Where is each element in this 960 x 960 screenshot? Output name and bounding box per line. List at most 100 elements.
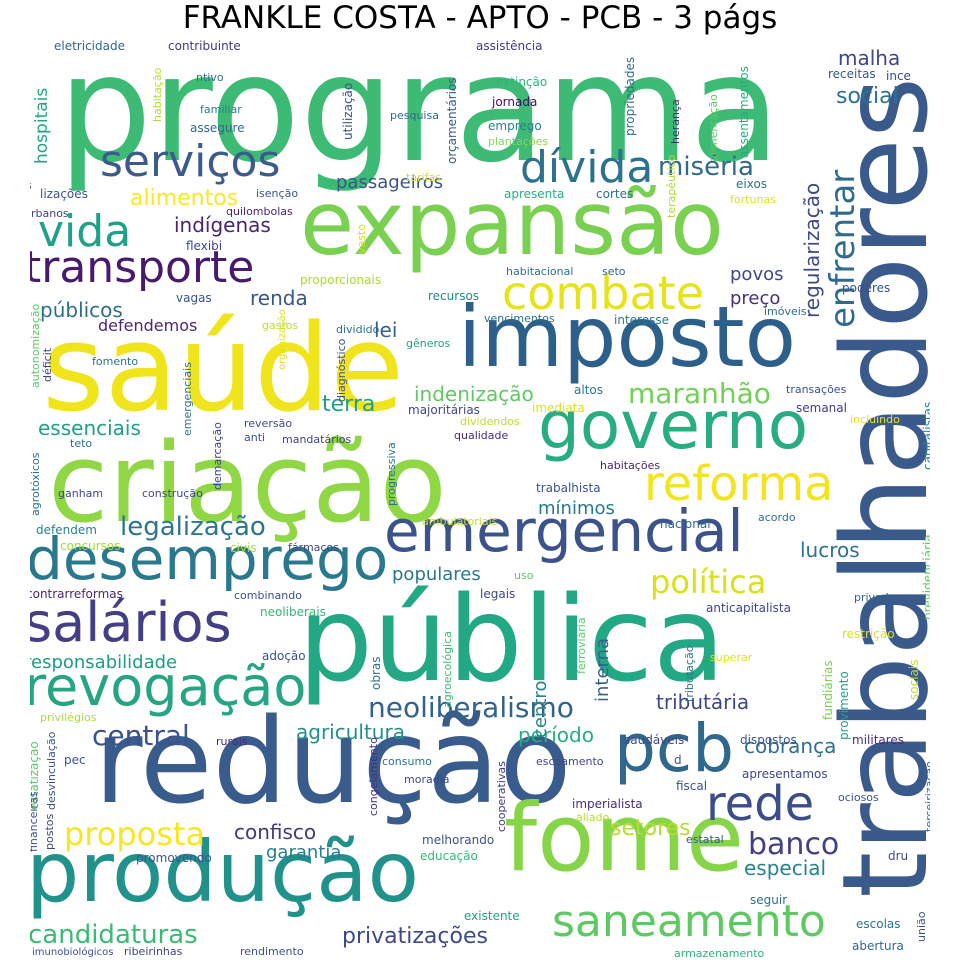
cloud-word: preço xyxy=(730,288,781,309)
cloud-word: promovendo xyxy=(136,851,212,865)
cloud-word: setores xyxy=(610,816,691,841)
cloud-word: candidaturas xyxy=(30,920,198,950)
cloud-word: pública xyxy=(298,570,726,708)
cloud-word: política xyxy=(650,563,767,601)
cloud-word: vencimentos xyxy=(484,312,555,325)
cloud-word: hospitais xyxy=(32,87,52,164)
cloud-word: imperialista xyxy=(572,797,643,811)
cloud-word: transporte xyxy=(30,242,255,293)
cloud-word: alimentos xyxy=(130,186,239,211)
cloud-word: terceirização xyxy=(923,761,930,832)
cloud-word: fiscal xyxy=(676,779,708,793)
cloud-word: adoção xyxy=(262,649,306,663)
cloud-word: interna xyxy=(592,637,613,702)
cloud-word: serviços xyxy=(100,136,281,187)
cloud-word: programa xyxy=(58,40,781,195)
cloud-word: vagas xyxy=(176,291,212,305)
cloud-word: miséria xyxy=(658,152,754,182)
cloud-word: teto xyxy=(70,437,93,450)
cloud-word: cortes xyxy=(596,187,634,201)
cloud-word: agroecológica xyxy=(441,631,454,708)
cloud-word: indenização xyxy=(414,382,534,406)
cloud-word: malha xyxy=(838,46,901,70)
cloud-word: tributação xyxy=(683,645,696,702)
cloud-word: pesquisa xyxy=(390,109,439,122)
cloud-word: herança xyxy=(669,99,682,144)
cloud-word: gastos xyxy=(262,319,299,332)
cloud-word: fortunas xyxy=(730,193,776,206)
cloud-word: lucros xyxy=(800,538,860,562)
cloud-word: garantia xyxy=(266,842,342,863)
cloud-word: imediata xyxy=(532,401,585,415)
cloud-word: dividendos xyxy=(460,415,520,428)
cloud-word: orçamentários xyxy=(445,77,459,164)
cloud-word: revogação xyxy=(30,655,307,718)
cloud-word: extinção xyxy=(496,75,548,89)
cloud-word: assegure xyxy=(190,121,245,135)
cloud-word: imposto xyxy=(458,288,796,386)
cloud-word: apresentamos xyxy=(742,767,828,781)
cloud-word: defendem xyxy=(36,523,97,537)
cloud-word: saudáveis xyxy=(624,733,685,747)
cloud-word: eixos xyxy=(736,177,768,191)
cloud-word: fome xyxy=(504,784,745,893)
cloud-word: essenciais xyxy=(38,416,141,440)
cloud-word: neoliberalismo xyxy=(368,691,574,724)
cloud-word: indígenas xyxy=(174,213,271,237)
cloud-word: d xyxy=(674,753,682,767)
cloud-word: acordo xyxy=(758,511,796,524)
cloud-word: maranhão xyxy=(628,377,771,410)
cloud-word: moradia xyxy=(404,773,450,786)
cloud-word: mínimos xyxy=(538,498,615,519)
cloud-word: isenção xyxy=(256,187,299,200)
cloud-word: demarcação xyxy=(211,422,224,490)
cloud-word: familiar xyxy=(200,103,242,116)
cloud-word: superar xyxy=(710,651,753,664)
cloud-word: urbanos xyxy=(30,207,69,220)
cloud-word: lizações xyxy=(40,187,88,201)
cloud-word: ambulatoriais xyxy=(422,515,498,528)
cloud-word: educação xyxy=(420,849,478,863)
cloud-word: privado xyxy=(854,591,896,604)
cloud-word: gêneros xyxy=(406,337,451,350)
cloud-word: banco xyxy=(748,827,840,862)
cloud-word: período xyxy=(518,723,594,747)
cloud-word: enfrentar xyxy=(823,169,863,328)
cloud-word: confisco xyxy=(234,820,317,844)
cloud-word: interesse xyxy=(614,313,669,327)
cloud-word: ferroviária xyxy=(575,617,588,674)
cloud-word: altos xyxy=(574,383,603,397)
cloud-word: regularização xyxy=(800,182,824,318)
cloud-word: dru xyxy=(888,849,909,863)
cloud-word: vasto xyxy=(355,223,368,254)
cloud-word: social xyxy=(836,84,899,109)
cloud-word: déficit xyxy=(41,347,54,382)
cloud-word: tributária xyxy=(656,690,750,714)
cloud-word: poderes xyxy=(842,281,891,295)
cloud-word: neoliberais xyxy=(260,605,326,619)
cloud-word: central xyxy=(92,719,190,752)
cloud-word: populares xyxy=(392,564,481,585)
cloud-word: quilombolas xyxy=(226,205,293,218)
cloud-word: reforma xyxy=(644,456,834,512)
cloud-word: fomento xyxy=(92,355,139,368)
cloud-word: produção xyxy=(30,823,420,921)
cloud-word: habitacional xyxy=(506,265,574,278)
cloud-word: melhorando xyxy=(422,833,495,847)
cloud-word: cobrança xyxy=(744,734,837,758)
cloud-word: provimento xyxy=(837,671,851,740)
cloud-word: organização xyxy=(277,309,288,370)
cloud-word: legais xyxy=(480,587,516,601)
cloud-word: anti xyxy=(244,431,266,444)
cloud-word: congelamento xyxy=(367,737,380,816)
cloud-word: terapêutico xyxy=(665,154,678,218)
cloud-word: concursos xyxy=(60,539,121,553)
cloud-word: s xyxy=(30,180,32,191)
cloud-word: semanal xyxy=(796,401,847,415)
cloud-word: imunobiológicos xyxy=(32,947,114,958)
cloud-word: fundiárias xyxy=(821,660,835,720)
cloud-word: privatizações xyxy=(342,924,488,949)
cloud-word: armazenamento xyxy=(674,947,765,960)
cloud-word: ntivo xyxy=(196,71,224,84)
cloud-word: postos xyxy=(43,813,56,850)
